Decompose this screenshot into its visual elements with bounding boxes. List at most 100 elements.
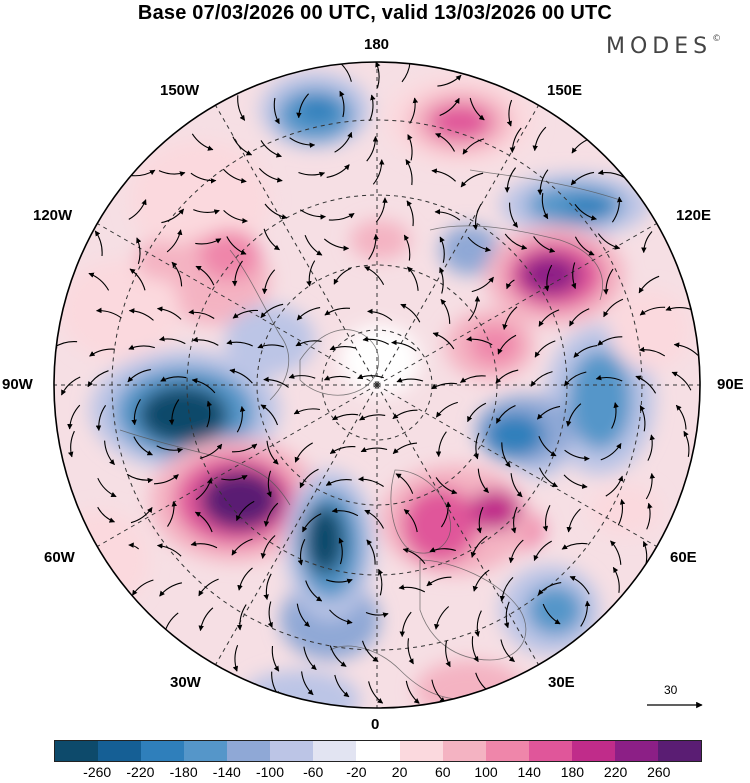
- wind-vector: [597, 233, 621, 250]
- wind-vector: [392, 409, 418, 420]
- wind-vector: [466, 336, 493, 346]
- anomaly-patch: [610, 290, 690, 370]
- wind-vector: [437, 74, 462, 87]
- wind-vector: [232, 309, 259, 319]
- wind-vector: [231, 538, 253, 556]
- wind-vector: [221, 475, 248, 481]
- wind-vector: [357, 374, 384, 380]
- polar-stereographic-map: [53, 61, 703, 709]
- wind-vector: [574, 203, 597, 221]
- wind-vector: [471, 276, 494, 293]
- wind-vector: [336, 62, 352, 82]
- wind-vector: [542, 603, 561, 625]
- wind-vector: [195, 265, 215, 286]
- wind-vector: [639, 405, 646, 432]
- wind-vector: [328, 212, 355, 221]
- wind-vector: [378, 568, 384, 596]
- wind-vector: [126, 473, 154, 484]
- wind-vector: [68, 430, 75, 458]
- wind-vector: [167, 500, 178, 527]
- wind-vector: [191, 133, 214, 151]
- lon-label-60e: 60E: [670, 549, 697, 566]
- wind-vector: [538, 436, 557, 457]
- wind-vector: [440, 501, 452, 528]
- wind-vector: [361, 640, 379, 662]
- wind-vector: [675, 404, 687, 430]
- wind-vector: [536, 405, 561, 420]
- wind-vector: [462, 138, 485, 155]
- wind-vector: [603, 268, 614, 295]
- wind-vector: [574, 236, 595, 256]
- wind-vector: [460, 375, 486, 383]
- wind-vector: [193, 209, 220, 215]
- meridian-line: [90, 219, 378, 386]
- wind-vector: [161, 208, 185, 224]
- wind-vector: [231, 443, 258, 453]
- wind-vector: [506, 279, 515, 290]
- wind-vector: [541, 193, 549, 220]
- modes-logo: MODES©: [606, 34, 721, 59]
- colorbar-tick-label: 220: [603, 764, 628, 780]
- lon-label-150w: 150W: [160, 82, 200, 99]
- wind-vector: [160, 376, 187, 382]
- colorbar-segment: [614, 741, 658, 761]
- wind-vector: [236, 604, 247, 631]
- colorbar-segment: [55, 741, 99, 761]
- colorbar-tick-label: 180: [560, 764, 585, 780]
- colorbar-tick-label: -220: [126, 764, 155, 780]
- wind-vector: [474, 610, 482, 637]
- wind-vector: [439, 236, 445, 263]
- wind-vector: [263, 502, 279, 527]
- wind-vector: [402, 547, 426, 565]
- wind-vector: [469, 97, 485, 121]
- colorbar-segment: [270, 741, 314, 761]
- wind-vector: [190, 540, 218, 549]
- wind-vector: [191, 378, 216, 394]
- brand-text: MODES: [606, 34, 713, 59]
- anomaly-patch: [590, 485, 660, 535]
- wind-vector: [296, 603, 310, 628]
- wind-vector: [324, 307, 351, 316]
- colorbar-tick-label: 20: [391, 764, 408, 780]
- wind-vector: [339, 90, 345, 118]
- lon-label-60w: 60W: [44, 549, 75, 566]
- wind-vector: [401, 62, 414, 83]
- scandinavian-high-anomaly: [402, 487, 478, 563]
- wind-vector: [257, 343, 285, 349]
- wind-vector: [323, 375, 351, 381]
- wind-vector: [407, 638, 414, 665]
- wind-vector: [472, 569, 490, 592]
- wind-vector: [506, 99, 513, 127]
- wind-vector: [647, 434, 656, 461]
- wind-vector: [391, 339, 417, 352]
- wind-vector: [364, 509, 384, 529]
- wind-vector: [405, 680, 420, 704]
- wind-vector: [329, 645, 347, 667]
- colorbar-tick-label: -60: [303, 764, 324, 780]
- wind-vector: [504, 233, 528, 250]
- wind-vector: [504, 167, 517, 193]
- wind-vector: [198, 578, 219, 597]
- aleutian-low-anomaly: [298, 98, 338, 122]
- colorbar-segment: [528, 741, 572, 761]
- colorbar-tick-label: 260: [647, 764, 671, 780]
- anomaly-field: [54, 62, 700, 708]
- wind-vector: [334, 674, 350, 698]
- wind-vector: [95, 404, 107, 431]
- wind-vector: [468, 295, 481, 322]
- wind-vector: [260, 535, 276, 559]
- colorbar: [54, 740, 702, 762]
- wind-vector: [298, 171, 326, 178]
- wind-vector: [665, 305, 693, 311]
- colorbar-tick-label: -20: [346, 764, 367, 780]
- wind-vector: [128, 199, 147, 220]
- wind-vector: [566, 508, 581, 533]
- wind-vector: [329, 609, 353, 625]
- wind-vector: [460, 172, 484, 188]
- wind-vector: [392, 442, 418, 454]
- wind-vector: [595, 374, 623, 382]
- wind-vector: [542, 505, 551, 532]
- wind-vector: [473, 432, 480, 460]
- wind-vector: [366, 136, 379, 162]
- wind-vector: [673, 342, 699, 356]
